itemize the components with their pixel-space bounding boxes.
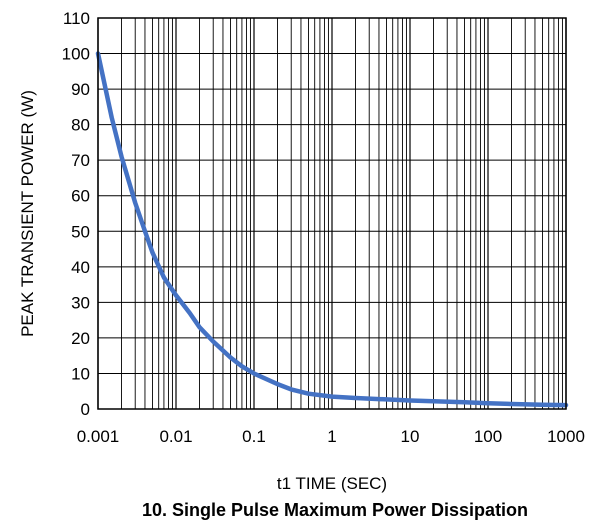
y-tick-label: 40: [71, 258, 90, 277]
y-axis-title: PEAK TRANSIENT POWER (W): [18, 90, 37, 337]
x-axis-title: t1 TIME (SEC): [277, 474, 387, 493]
y-tick-label: 110: [63, 9, 90, 28]
y-tick-label: 20: [71, 329, 90, 348]
y-tick-label: 30: [71, 293, 90, 312]
power-curve-line: [95, 51, 569, 408]
x-tick-label: 100: [474, 427, 502, 446]
x-tick-label: 1: [327, 427, 336, 446]
plot-frame: [97, 17, 567, 410]
y-tick-label: 60: [71, 187, 90, 206]
y-tick-label: 90: [71, 80, 90, 99]
y-tick-label: 0: [81, 400, 90, 419]
series-layer: [95, 51, 569, 408]
x-tick-label: 0.001: [77, 427, 120, 446]
x-tick-label: 0.01: [159, 427, 192, 446]
y-tick-label: 50: [71, 222, 90, 241]
grid: [97, 17, 567, 410]
y-tick-label: 80: [71, 116, 90, 135]
x-tick-label: 1000: [547, 427, 585, 446]
y-tick-label: 100: [62, 45, 90, 64]
y-tick-label: 70: [71, 151, 90, 170]
x-tick-label: 10: [401, 427, 420, 446]
x-tick-label: 0.1: [242, 427, 266, 446]
chart-title: 10. Single Pulse Maximum Power Dissipati…: [142, 500, 528, 520]
y-tick-label: 10: [71, 364, 90, 383]
